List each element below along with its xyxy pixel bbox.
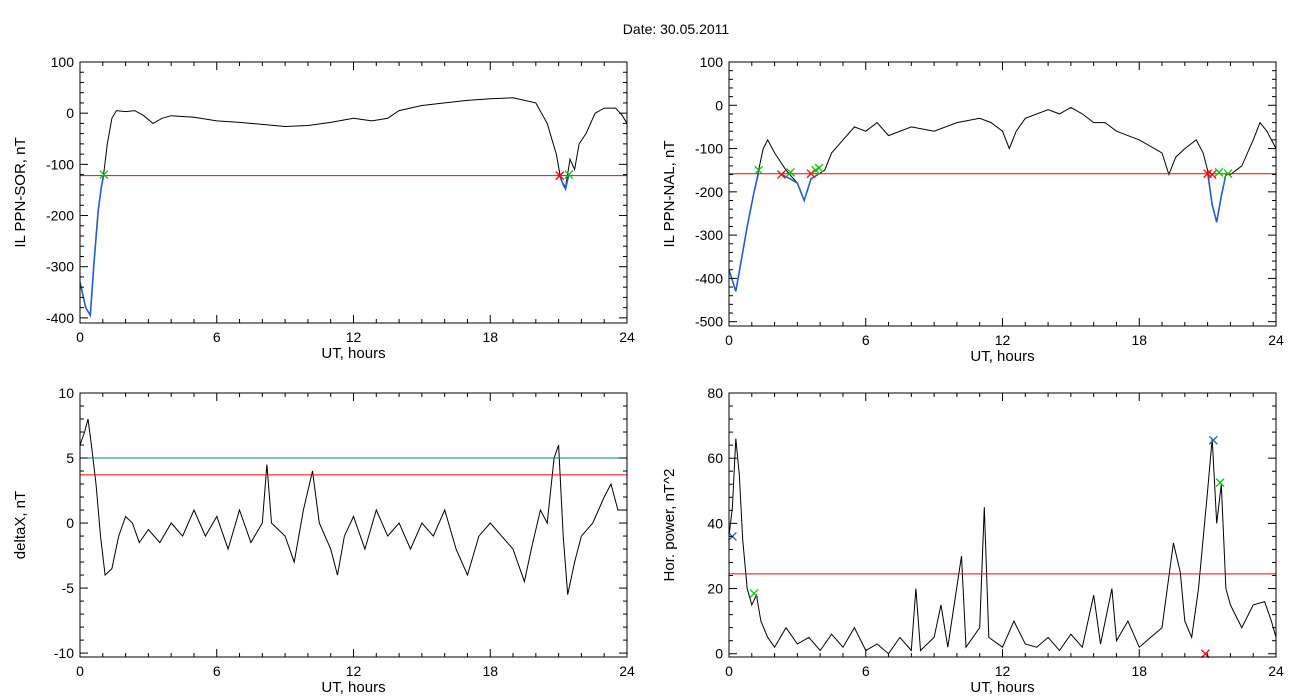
x-tick-label: 12 bbox=[995, 663, 1011, 679]
x-tick-label: 18 bbox=[1131, 332, 1147, 348]
y-axis-label: IL PPN-SOR, nT bbox=[12, 137, 29, 247]
x-tick-label: 12 bbox=[346, 663, 362, 679]
y-tick-label: 0 bbox=[66, 515, 74, 531]
plot-frame bbox=[79, 61, 628, 324]
y-tick-label: -300 bbox=[695, 227, 723, 243]
y-tick-label: -200 bbox=[695, 184, 723, 200]
x-tick-label: 12 bbox=[995, 332, 1011, 348]
marker-0 bbox=[99, 170, 109, 180]
marker-1 bbox=[555, 171, 565, 181]
y-tick-label: 0 bbox=[715, 97, 723, 113]
x-tick-label: 6 bbox=[213, 329, 221, 345]
series-line-0 bbox=[729, 438, 1276, 655]
plot-frame bbox=[728, 61, 1277, 327]
marker-9 bbox=[1223, 169, 1233, 179]
marker-3 bbox=[806, 169, 816, 179]
y-axis-label: Hor. power, nT^2 bbox=[661, 469, 678, 582]
y-tick-label: -300 bbox=[46, 259, 74, 275]
plot-frame bbox=[728, 392, 1277, 658]
panel-deltax: 0 6 12 18 24 -10 -5 0 5 10 UT, hours deltaX, nT bbox=[12, 385, 635, 696]
x-tick-label: 12 bbox=[346, 329, 362, 345]
panel-il-ppn-nal: 0 6 12 18 24 -500 -400 -300 -200 -100 0 100 UT, hour… bbox=[661, 54, 1284, 365]
series-line-1 bbox=[80, 174, 105, 318]
plot-frame bbox=[79, 392, 628, 658]
y-tick-label: -100 bbox=[46, 156, 74, 172]
x-tick-label: 18 bbox=[1131, 663, 1147, 679]
panel-hor-power: 0 6 12 18 24 0 20 40 60 80 UT, hours Hor. power, nT… bbox=[661, 385, 1284, 696]
x-tick-label: 18 bbox=[482, 329, 498, 345]
y-tick-label: 80 bbox=[707, 385, 723, 401]
marker-4 bbox=[1215, 478, 1225, 488]
x-tick-label: 6 bbox=[213, 663, 221, 679]
series-line-3 bbox=[1206, 172, 1227, 223]
y-axis-label: deltaX, nT bbox=[12, 491, 29, 559]
marker-2 bbox=[786, 167, 795, 177]
x-tick-label: 0 bbox=[725, 663, 733, 679]
figure-title: Date: 30.05.2011 bbox=[623, 21, 730, 37]
series-line-0 bbox=[729, 106, 1276, 292]
x-axis-label: UT, hours bbox=[970, 679, 1034, 696]
y-tick-label: -100 bbox=[695, 141, 723, 157]
y-tick-label: -400 bbox=[695, 270, 723, 286]
y-tick-label: 60 bbox=[707, 450, 723, 466]
series-line-0 bbox=[80, 418, 627, 595]
marker-8 bbox=[1214, 167, 1224, 177]
y-tick-label: 10 bbox=[58, 385, 74, 401]
x-tick-label: 6 bbox=[862, 663, 870, 679]
marker-2 bbox=[564, 170, 574, 180]
x-axis-label: UT, hours bbox=[321, 679, 385, 696]
series-line-2 bbox=[559, 174, 570, 192]
y-tick-label: -400 bbox=[46, 310, 74, 326]
x-tick-label: 24 bbox=[1268, 663, 1284, 679]
y-tick-label: 5 bbox=[66, 450, 74, 466]
y-tick-label: -10 bbox=[54, 645, 74, 661]
marker-5 bbox=[814, 163, 824, 173]
x-tick-label: 18 bbox=[482, 663, 498, 679]
x-axis-label: UT, hours bbox=[321, 345, 385, 362]
marker-0 bbox=[754, 165, 764, 175]
y-tick-label: 0 bbox=[715, 646, 723, 662]
x-tick-label: 0 bbox=[725, 332, 733, 348]
marker-1 bbox=[776, 170, 786, 179]
y-tick-label: -500 bbox=[695, 314, 723, 330]
series-line-2 bbox=[781, 173, 819, 203]
y-tick-label: 40 bbox=[707, 515, 723, 531]
x-tick-label: 24 bbox=[619, 663, 635, 679]
y-tick-label: -5 bbox=[62, 580, 75, 596]
y-tick-label: 100 bbox=[700, 54, 724, 70]
y-tick-label: -200 bbox=[46, 208, 74, 224]
series-line-1 bbox=[729, 172, 760, 292]
series-line-0 bbox=[80, 97, 627, 317]
x-tick-label: 24 bbox=[1268, 332, 1284, 348]
x-axis-label: UT, hours bbox=[970, 348, 1034, 365]
marker-7 bbox=[1207, 170, 1217, 179]
y-tick-label: 0 bbox=[66, 105, 74, 121]
panel-il-ppn-sor: 0 6 12 18 24 -400 -300 -200 -100 0 100 UT, hours IL … bbox=[12, 54, 635, 362]
y-tick-label: 20 bbox=[707, 581, 723, 597]
y-tick-label: 100 bbox=[51, 54, 75, 70]
marker-1 bbox=[749, 588, 759, 598]
x-tick-label: 24 bbox=[619, 329, 635, 345]
x-tick-label: 0 bbox=[76, 329, 84, 345]
marker-3 bbox=[1208, 435, 1218, 445]
x-tick-label: 6 bbox=[862, 332, 870, 348]
y-axis-label: IL PPN-NAL, nT bbox=[661, 141, 678, 248]
x-tick-label: 0 bbox=[76, 663, 84, 679]
